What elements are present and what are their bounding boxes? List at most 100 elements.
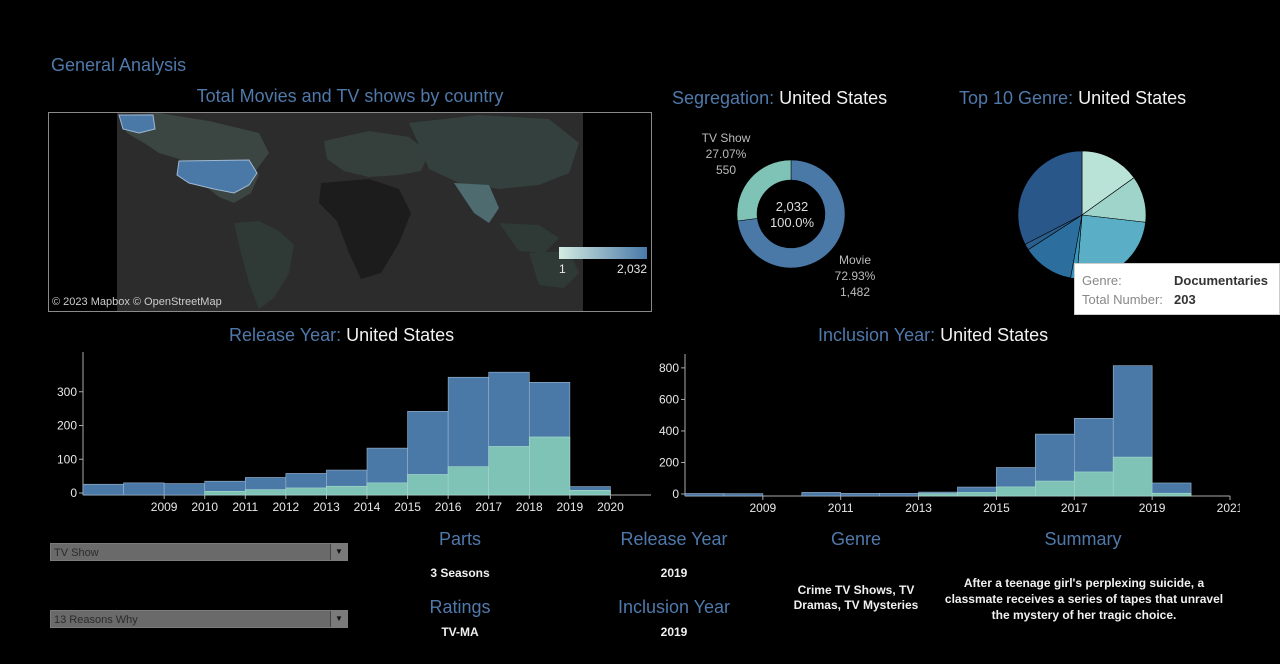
x-tick-label: 2017	[1061, 501, 1088, 515]
bar-2012-total[interactable]	[840, 493, 880, 497]
ratings-value: TV-MA	[441, 625, 479, 639]
y-tick-label: 0	[672, 487, 679, 501]
bar-2016-segment[interactable]	[996, 486, 1036, 497]
bar-2014-segment[interactable]	[326, 485, 368, 496]
bar-2011-total[interactable]	[801, 492, 842, 497]
inclusion-year-title: Inclusion Year	[617, 597, 731, 617]
bar-2015-segment[interactable]	[366, 482, 408, 496]
bar-2020-segment[interactable]	[1151, 492, 1192, 497]
segregation-title-prefix: Segregation:	[672, 88, 775, 108]
y-tick-label: 200	[659, 455, 679, 469]
bar-2015-segment[interactable]	[957, 492, 997, 497]
y-tick-label: 0	[70, 486, 77, 500]
bar-2017-segment[interactable]	[1035, 480, 1075, 497]
x-tick-label: 2011	[828, 501, 854, 515]
genre-title: Top 10 Genre: United States	[959, 88, 1186, 109]
chevron-down-icon[interactable]: ▼	[330, 611, 347, 627]
tooltip-genre-label: Genre:	[1082, 273, 1122, 288]
donut-slice-movie[interactable]	[737, 159, 846, 269]
inclusion-title-country: United States	[940, 325, 1049, 345]
x-tick-label: 2018	[516, 500, 543, 514]
legend-min-label: 1	[559, 262, 566, 276]
bar-2013-segment[interactable]	[285, 487, 327, 496]
inclusion-title-prefix: Inclusion Year:	[818, 325, 936, 345]
y-tick-label: 600	[659, 392, 679, 406]
tv-show-label: TV Show	[701, 131, 751, 145]
title-filter-select[interactable]: 13 Reasons Why ▼	[50, 610, 348, 628]
bar-2019-segment[interactable]	[528, 436, 571, 496]
page-title: General Analysis	[51, 55, 187, 75]
x-tick-label: 2009	[750, 501, 777, 515]
x-tick-label: 2010	[191, 500, 218, 514]
x-tick-label: 2015	[394, 500, 421, 514]
tv-show-label-group: TV Show 27.07% 550	[700, 130, 752, 178]
type-filter-select[interactable]: TV Show ▼	[50, 543, 348, 561]
x-tick-label: 2013	[905, 501, 932, 515]
segregation-donut[interactable]	[690, 130, 890, 300]
bar-2019-segment[interactable]	[1112, 456, 1153, 497]
genre-title-country: United States	[1078, 88, 1187, 108]
bar-2009-total[interactable]	[723, 493, 764, 497]
chevron-down-icon[interactable]: ▼	[330, 544, 347, 560]
release-year-value: 2019	[660, 566, 688, 580]
x-tick-label: 2013	[313, 500, 340, 514]
ratings-title: Ratings	[429, 597, 491, 617]
release-year-title: Release Year	[620, 529, 728, 549]
x-tick-label: 2019	[557, 500, 584, 514]
tv-show-pct: 27.07%	[705, 147, 747, 161]
x-tick-label: 2021	[1217, 501, 1240, 515]
tooltip-total-value: 203	[1174, 292, 1196, 307]
bar-2016-segment[interactable]	[407, 474, 449, 496]
y-tick-label: 300	[57, 385, 77, 399]
bar-2009-total[interactable]	[123, 482, 165, 496]
genre-pie[interactable]	[1010, 145, 1160, 285]
release-title-country: United States	[346, 325, 455, 345]
x-tick-label: 2017	[475, 500, 502, 514]
movie-count: 1,482	[839, 285, 871, 299]
x-tick-label: 2011	[232, 500, 258, 514]
genre-pie-slice[interactable]	[1081, 150, 1135, 216]
genre-pie-slice[interactable]	[1017, 150, 1083, 245]
movie-label-group: Movie 72.93% 1,482	[832, 252, 878, 300]
bar-2018-segment[interactable]	[488, 446, 530, 496]
bar-2018-segment[interactable]	[1073, 471, 1114, 497]
bar-2008-total[interactable]	[82, 483, 124, 496]
y-tick-label: 400	[659, 424, 679, 438]
movie-pct: 72.93%	[834, 269, 876, 283]
type-filter-value: TV Show	[54, 547, 99, 559]
inclusion-year-value: 2019	[660, 625, 688, 639]
tv-show-count: 550	[715, 163, 737, 177]
bar-2011-segment[interactable]	[204, 491, 246, 496]
donut-slice-tv-show[interactable]	[736, 159, 792, 222]
inclusion-title: Inclusion Year: United States	[818, 325, 1048, 346]
genre-title-prefix: Top 10 Genre:	[959, 88, 1074, 108]
genre-detail-value: Crime TV Shows, TV Dramas, TV Mysteries	[793, 583, 919, 612]
tooltip-total-label: Total Number:	[1082, 292, 1163, 307]
x-tick-label: 2009	[151, 500, 178, 514]
bar-2020-segment[interactable]	[569, 490, 611, 496]
bar-2012-segment[interactable]	[244, 489, 287, 496]
release-year-chart[interactable]: 0 100 200 300 2009 2010 2011 2012 2013 2014 2015 20…	[40, 350, 660, 522]
genre-tooltip: Genre: Documentaries Total Number: 203	[1074, 263, 1280, 315]
country-map[interactable]: 1 2,032 © 2023 Mapbox © OpenStreetMap	[48, 112, 652, 312]
bar-2010-total[interactable]	[163, 483, 206, 496]
release-title-prefix: Release Year:	[229, 325, 342, 345]
release-title: Release Year: United States	[229, 325, 454, 346]
bar-2017-segment[interactable]	[447, 466, 490, 496]
bar-2014-segment[interactable]	[918, 493, 958, 497]
x-tick-label: 2014	[354, 500, 381, 514]
summary-title: Summary	[1044, 529, 1122, 549]
segregation-title-country: United States	[779, 88, 888, 108]
inclusion-year-chart[interactable]: 0 200 400 600 800 2009 2011 2013 2015 2017 2019 202…	[640, 350, 1240, 522]
map-title: Total Movies and TV shows by country	[196, 86, 504, 106]
map-color-legend	[559, 247, 647, 259]
parts-title: Parts	[438, 529, 481, 549]
parts-value: 3 Seasons	[430, 566, 490, 580]
donut-center-count: 2,032	[775, 199, 809, 214]
bar-2008-total[interactable]	[684, 493, 725, 497]
x-tick-label: 2015	[983, 501, 1010, 515]
x-tick-label: 2012	[273, 500, 300, 514]
world-map-graphic	[117, 113, 583, 311]
bar-2013-total[interactable]	[879, 493, 919, 497]
genre-detail-title: Genre	[830, 529, 882, 549]
